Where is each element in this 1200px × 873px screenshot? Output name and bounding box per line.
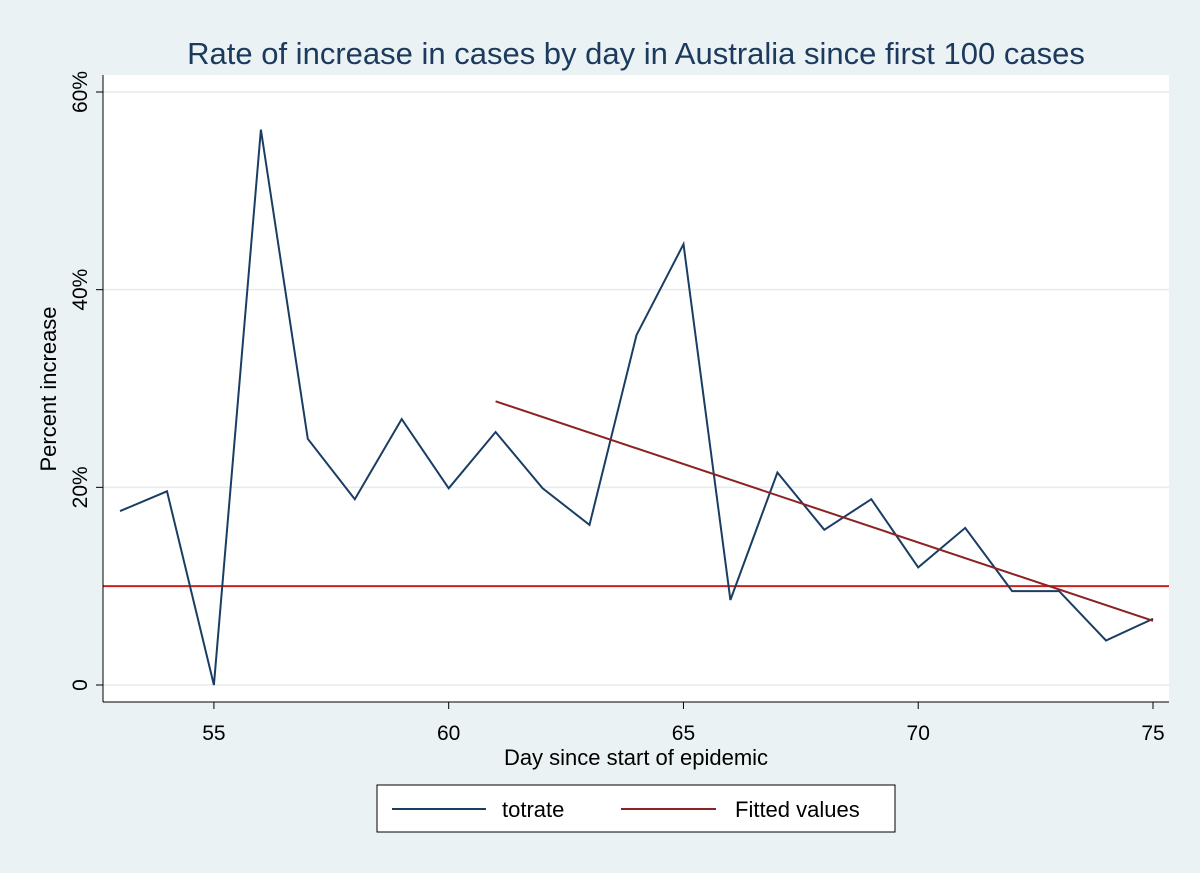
series-line-totrate [119, 129, 1154, 686]
legend-label-totrate: totrate [502, 797, 564, 822]
plot-area [103, 75, 1169, 702]
x-tick-label-55: 55 [202, 722, 225, 745]
series-group [119, 129, 1154, 686]
y-tick-label-40: 40% [69, 269, 92, 311]
y-tick-label-20: 20% [69, 466, 92, 508]
chart-title: Rate of increase in cases by day in Aust… [187, 36, 1085, 71]
x-axis-title: Day since start of epidemic [504, 745, 768, 770]
y-axis-ticks: 0 20% 40% 60% [69, 71, 103, 691]
x-axis-ticks: 55 60 65 70 75 [202, 702, 1165, 745]
x-tick-label-70: 70 [907, 722, 930, 745]
x-tick-label-60: 60 [437, 722, 460, 745]
gridlines [103, 91, 1169, 686]
y-tick-label-60: 60% [69, 71, 92, 113]
legend-label-fitted-values: Fitted values [735, 797, 860, 822]
legend: totrate Fitted values [376, 784, 896, 833]
series-line-fitted-values [495, 400, 1154, 622]
x-tick-label-75: 75 [1141, 722, 1164, 745]
x-tick-label-65: 65 [672, 722, 695, 745]
y-axis-title: Percent increase [36, 306, 61, 471]
y-tick-label-0: 0 [69, 679, 92, 691]
